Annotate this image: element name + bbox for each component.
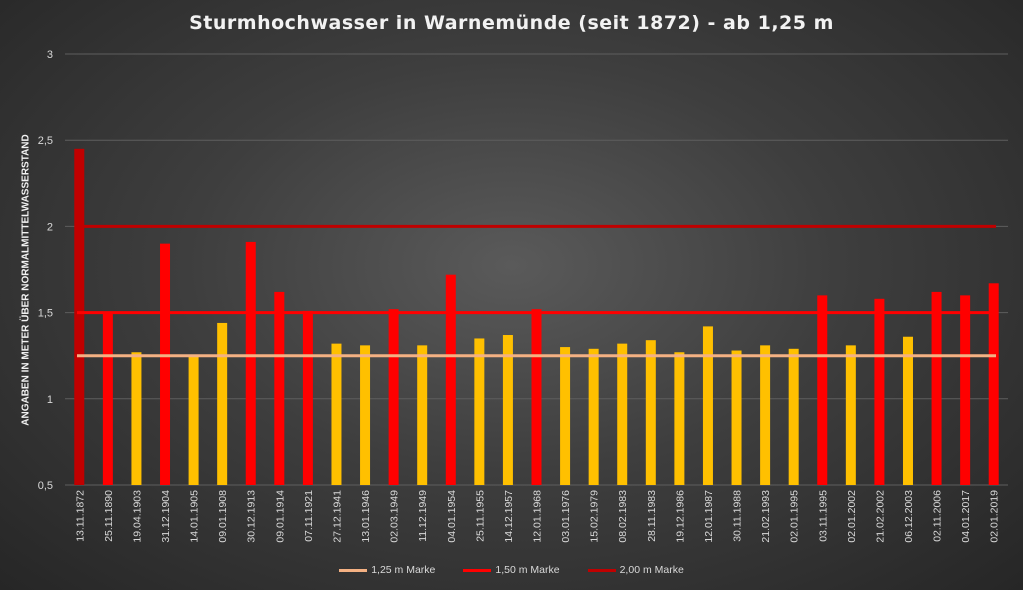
x-tick-label: 30.12.1913: [246, 490, 258, 543]
x-tick-label: 13.11.1872: [74, 490, 86, 542]
x-tick-label: 09.01.1908: [217, 490, 229, 543]
x-tick-label: 02.01.2002: [846, 490, 858, 543]
x-tick-label: 25.11.1955: [474, 490, 486, 542]
bar: [645, 340, 656, 485]
legend-swatch-150: [463, 568, 492, 572]
legend-swatch-125: [339, 568, 368, 572]
bar: [560, 347, 571, 485]
x-tick-label: 12.01.1968: [532, 490, 544, 543]
x-tick-label: 19.04.1903: [131, 490, 143, 543]
bar: [217, 322, 228, 485]
bar: [788, 348, 799, 485]
y-tick-label: 1,5: [38, 308, 53, 320]
bar: [274, 291, 285, 485]
bar: [674, 352, 685, 485]
x-tick-label: 03.11.1995: [817, 490, 829, 542]
legend-label-150: 1,50 m Marke: [495, 564, 560, 576]
reference-lines: [77, 224, 996, 358]
x-tick-label: 04.01.2017: [960, 490, 972, 543]
legend-item-125: 1,25 m Marke: [339, 564, 435, 576]
bar: [102, 312, 113, 485]
bar: [474, 338, 485, 485]
x-tick-label: 02.03.1949: [389, 490, 401, 543]
bar: [845, 345, 856, 485]
x-tick-label: 03.01.1976: [560, 490, 572, 543]
legend-swatch-200: [587, 568, 616, 572]
x-tick-label: 07.11.1921: [303, 490, 315, 542]
x-tick-label: 06.12.2003: [903, 490, 915, 543]
x-tick-label: 19.12.1986: [674, 490, 686, 543]
bar: [502, 335, 513, 485]
x-tick-label: 14.01.1905: [189, 490, 201, 543]
bar: [388, 309, 399, 485]
bar: [188, 355, 199, 485]
bar: [760, 345, 771, 485]
bar: [245, 241, 256, 485]
bar: [817, 295, 828, 485]
bar: [417, 345, 428, 485]
y-tick-label: 0,5: [38, 480, 53, 492]
y-tick-label: 2: [47, 221, 53, 233]
legend-label-125: 1,25 m Marke: [371, 564, 436, 576]
x-tick-label: 13.01.1946: [360, 490, 372, 543]
bar: [988, 283, 999, 485]
bar: [302, 310, 313, 485]
x-tick-label: 04.01.1954: [446, 490, 458, 543]
y-ticks: 0,5 1 1,5 2 2,5 3: [38, 49, 53, 492]
x-ticks: 13.11.1872 25.11.1890 19.04.1903 31.12.1904…: [74, 490, 1000, 543]
x-tick-label: 21.02.1993: [760, 490, 772, 543]
y-tick-label: 1: [47, 394, 53, 406]
chart-title: Sturmhochwasser in Warnemünde (seit 1872…: [189, 12, 834, 34]
bar: [731, 350, 742, 485]
bar: [445, 274, 456, 485]
x-tick-label: 02.01.1995: [789, 490, 801, 543]
legend-label-200: 2,00 m Marke: [619, 564, 684, 576]
bar: [531, 309, 542, 485]
x-tick-label: 02.01.2019: [989, 490, 1001, 543]
bars: [74, 148, 999, 485]
y-tick-label: 3: [47, 49, 53, 61]
bar: [960, 295, 971, 485]
x-tick-label: 12.01.1987: [703, 490, 715, 543]
bar: [131, 352, 142, 485]
bar: [160, 243, 171, 485]
legend-item-200: 2,00 m Marke: [587, 564, 684, 576]
x-tick-label: 11.12.1949: [417, 490, 429, 542]
bar: [331, 343, 342, 485]
x-tick-label: 28.11.1983: [646, 490, 658, 542]
bar: [74, 148, 85, 485]
x-tick-label: 30.11.1988: [732, 490, 744, 542]
x-tick-label: 09.01.1914: [274, 490, 286, 543]
x-tick-label: 21.02.2002: [874, 490, 886, 543]
x-tick-label: 25.11.1890: [103, 490, 115, 542]
x-tick-label: 15.02.1979: [589, 490, 601, 543]
bar: [902, 336, 913, 485]
x-tick-label: 27.12.1941: [331, 490, 343, 543]
bar: [360, 345, 371, 485]
bar: [617, 343, 628, 485]
x-tick-label: 08.02.1983: [617, 490, 629, 543]
bar: [874, 298, 885, 485]
bar: [702, 326, 713, 485]
legend-item-150: 1,50 m Marke: [463, 564, 560, 576]
legend: 1,25 m Marke 1,50 m Marke 2,00 m Marke: [0, 564, 1023, 576]
bar: [931, 291, 942, 485]
bar: [588, 348, 599, 485]
y-tick-label: 2,5: [38, 135, 53, 147]
x-tick-label: 02.11.2006: [932, 490, 944, 542]
x-tick-label: 14.12.1957: [503, 490, 515, 543]
x-tick-label: 31.12.1904: [160, 490, 172, 543]
